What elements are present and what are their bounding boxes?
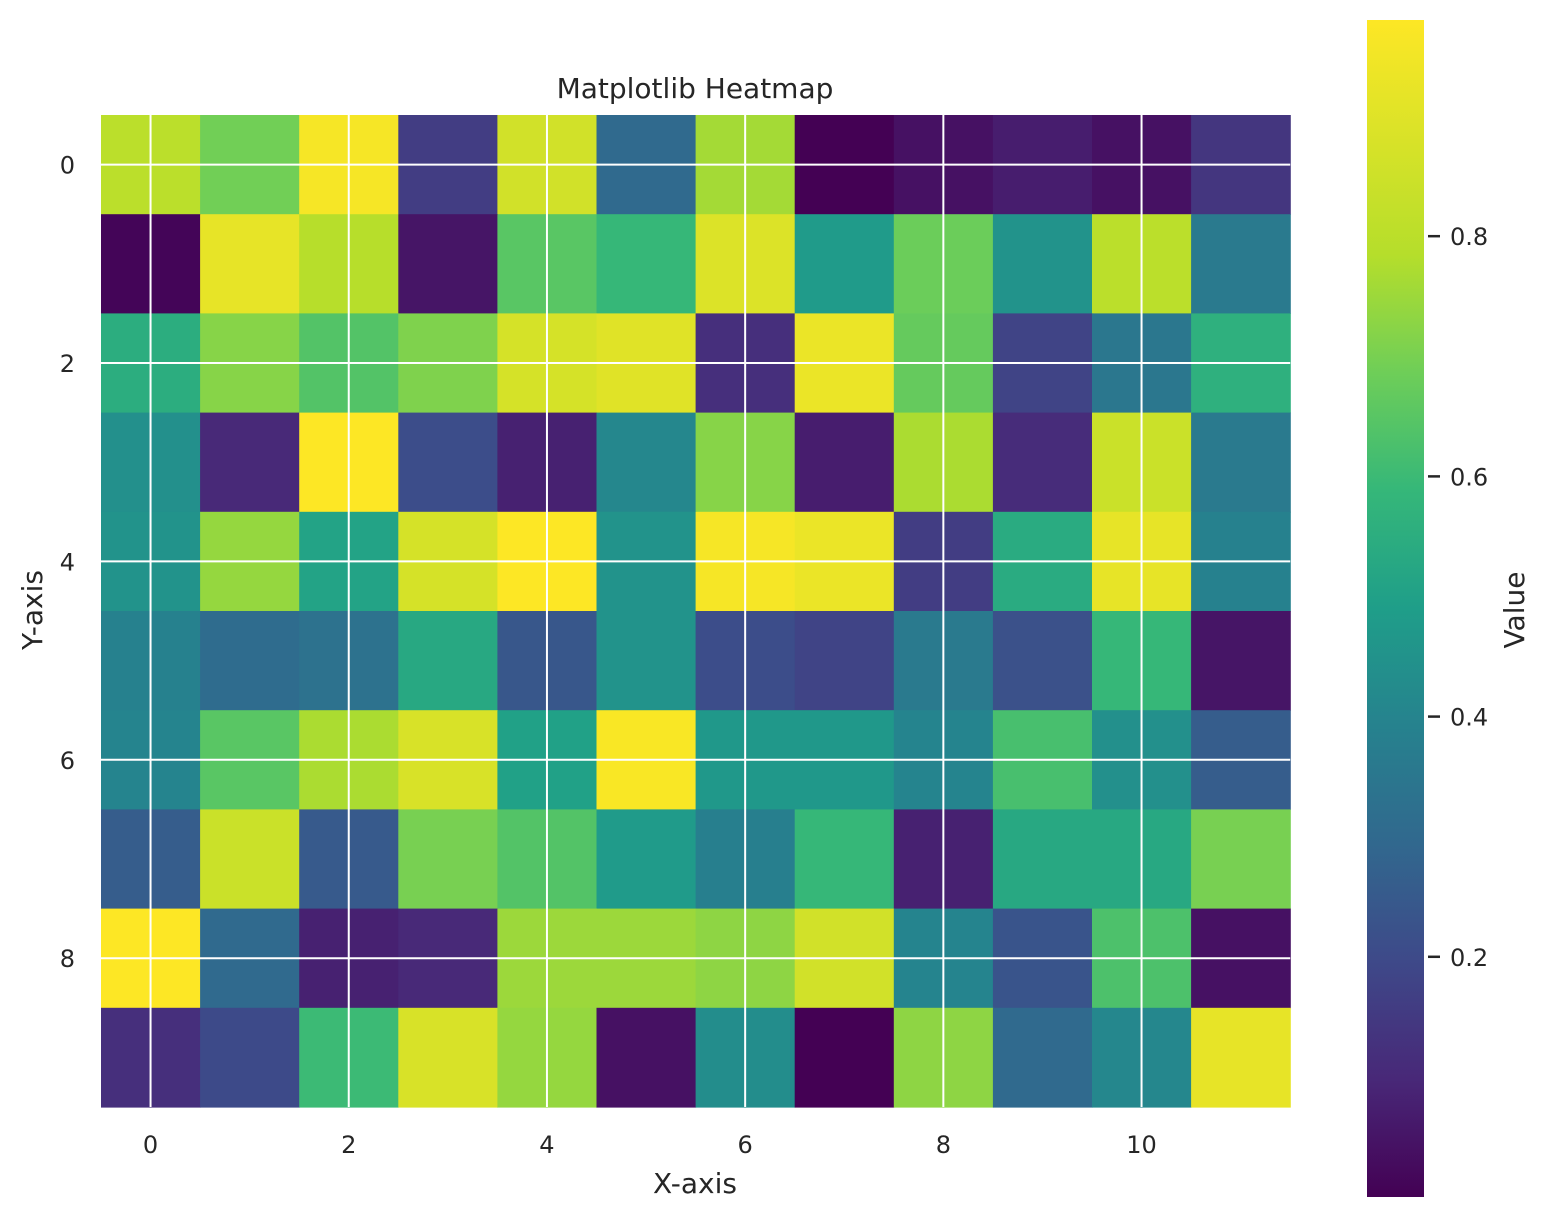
y-tick-labels: 0 2 4 6 8	[60, 152, 75, 974]
heatmap-cell	[398, 611, 498, 711]
x-tick-label: 8	[936, 1131, 951, 1159]
colorbar-label: Value	[1498, 572, 1531, 649]
heatmap-cell	[200, 214, 300, 314]
heatmap-cell	[794, 412, 895, 513]
heatmap-cell	[1191, 214, 1291, 314]
x-tick-label: 2	[341, 1131, 356, 1159]
heatmap-cell	[596, 1007, 697, 1108]
heatmap-cell	[992, 611, 1093, 711]
heatmap-cell	[398, 412, 498, 513]
heatmap-cell	[794, 611, 895, 711]
x-tick-label: 0	[143, 1131, 158, 1159]
x-tick-label: 4	[539, 1131, 554, 1159]
y-tick-label: 2	[60, 350, 75, 378]
y-tick-label: 4	[60, 548, 75, 576]
heatmap-cell	[200, 611, 300, 711]
colorbar	[1367, 20, 1424, 1197]
colorbar-tick-label: 0.6	[1450, 463, 1488, 491]
heatmap-cell	[200, 809, 300, 910]
heatmap-cell	[1191, 1007, 1291, 1108]
heatmap-cell	[596, 611, 697, 711]
heatmap-cell	[200, 1007, 300, 1108]
heatmap-cell	[1191, 412, 1291, 513]
colorbar-tick-label: 0.2	[1450, 944, 1488, 972]
x-tick-labels: 0 2 4 6 8 10	[143, 1131, 1157, 1159]
x-axis-label: X-axis	[653, 1167, 737, 1200]
heatmap-cell	[992, 809, 1093, 910]
heatmap-cell	[398, 214, 498, 314]
x-tick-label: 6	[738, 1131, 753, 1159]
heatmap-cell	[794, 1007, 895, 1108]
heatmap-cell	[992, 412, 1093, 513]
chart-title: Matplotlib Heatmap	[557, 72, 834, 105]
y-tick-label: 8	[60, 945, 75, 973]
heatmap-cell	[1191, 809, 1291, 910]
colorbar-tick-label: 0.4	[1450, 704, 1488, 732]
y-tick-label: 6	[60, 747, 75, 775]
y-tick-label: 0	[60, 152, 75, 180]
heatmap-cell	[794, 214, 895, 314]
colorbar-tick-label: 0.8	[1450, 223, 1488, 251]
colorbar-ticks: 0.2 0.4 0.6 0.8	[1428, 223, 1488, 972]
x-tick-label: 10	[1126, 1131, 1157, 1159]
heatmap-cell	[596, 214, 697, 314]
heatmap-cell	[1191, 611, 1291, 711]
heatmap-cell	[398, 1007, 498, 1108]
gridlines	[101, 115, 1291, 1107]
y-axis-label: Y-axis	[16, 570, 49, 651]
heatmap-cell	[596, 809, 697, 910]
heatmap-cell	[992, 1007, 1093, 1108]
heatmap-cell	[200, 412, 300, 513]
heatmap-cell	[992, 214, 1093, 314]
heatmap-cell	[596, 412, 697, 513]
heatmap-cell	[794, 809, 895, 910]
heatmap-cell	[398, 809, 498, 910]
